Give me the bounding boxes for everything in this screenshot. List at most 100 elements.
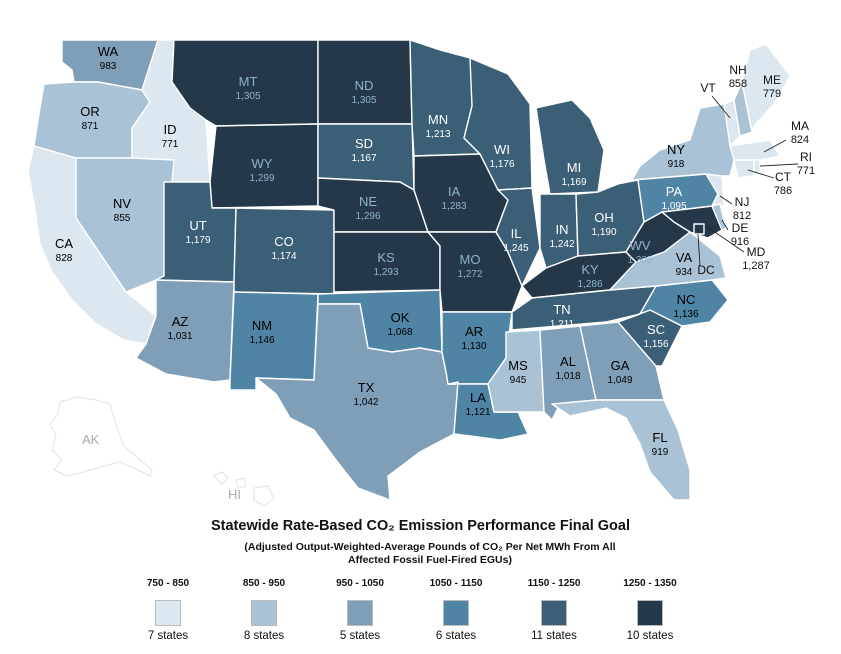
state-label-md: MD 1,287 bbox=[742, 245, 770, 272]
state-label-ks: KS 1,293 bbox=[373, 250, 398, 278]
state-abbr: AR bbox=[465, 324, 483, 339]
state-abbr: CT bbox=[775, 170, 792, 184]
state-abbr: MN bbox=[428, 112, 448, 127]
legend-range: 950 - 1050 bbox=[336, 578, 384, 589]
legend-range: 750 - 850 bbox=[146, 578, 190, 589]
leader-line-ct bbox=[747, 169, 775, 179]
state-abbr: PA bbox=[666, 184, 683, 199]
state-label-la: LA 1,121 bbox=[465, 390, 490, 418]
state-value: 828 bbox=[56, 253, 73, 264]
state-label-ct: CT 786 bbox=[774, 170, 792, 197]
alaska-outline bbox=[49, 396, 153, 477]
state-abbr: TX bbox=[358, 380, 375, 395]
state-value: 1,136 bbox=[673, 309, 698, 320]
state-label-wy: WY 1,299 bbox=[249, 156, 274, 184]
state-value: 1,130 bbox=[461, 341, 486, 352]
legend-swatch bbox=[637, 600, 663, 626]
legend-item: 1150 - 1250 11 states bbox=[514, 578, 594, 642]
state-abbr: KS bbox=[377, 250, 395, 265]
state-label-ri: RI 771 bbox=[797, 150, 815, 177]
state-abbr: OK bbox=[391, 310, 410, 325]
state-label-nj: NJ 812 bbox=[733, 195, 751, 222]
state-dc bbox=[693, 223, 705, 235]
state-value: 1,287 bbox=[742, 260, 770, 272]
state-abbr: GA bbox=[611, 358, 630, 373]
state-abbr: IA bbox=[448, 184, 461, 199]
state-label-vt: VT bbox=[700, 81, 716, 95]
state-value: 786 bbox=[774, 185, 792, 197]
state-label-me: ME 779 bbox=[763, 73, 781, 100]
state-value: 1,283 bbox=[441, 201, 466, 212]
state-abbr: CA bbox=[55, 236, 73, 251]
state-label-wa: WA 983 bbox=[98, 44, 119, 72]
state-label-ar: AR 1,130 bbox=[461, 324, 486, 352]
state-value: 945 bbox=[510, 375, 527, 386]
state-abbr: UT bbox=[189, 218, 206, 233]
legend-swatch bbox=[443, 600, 469, 626]
state-value: 916 bbox=[731, 236, 749, 248]
state-label-nh: NH 858 bbox=[729, 63, 747, 90]
state-abbr: WV bbox=[630, 238, 651, 253]
state-value: 1,174 bbox=[271, 251, 296, 262]
chart-title: Statewide Rate-Based CO₂ Emission Perfor… bbox=[210, 518, 630, 534]
state-abbr: NC bbox=[677, 292, 696, 307]
legend: 750 - 850 7 states 850 - 950 8 states 95… bbox=[128, 578, 688, 648]
state-abbr: NE bbox=[359, 194, 377, 209]
state-value: 771 bbox=[162, 139, 179, 150]
legend-item: 950 - 1050 5 states bbox=[320, 578, 400, 642]
state-value: 1,121 bbox=[465, 407, 490, 418]
subtitle-line-1: (Adjusted Output-Weighted-Average Pounds… bbox=[244, 541, 616, 553]
legend-count: 8 states bbox=[243, 630, 285, 642]
state-abbr: WY bbox=[252, 156, 273, 171]
state-abbr: TN bbox=[553, 302, 570, 317]
state-label-ia: IA 1,283 bbox=[441, 184, 466, 212]
legend-swatch bbox=[251, 600, 277, 626]
state-label-tn: TN 1,211 bbox=[550, 302, 575, 330]
state-label-ok: OK 1,068 bbox=[387, 310, 412, 338]
state-abbr: MA bbox=[791, 119, 809, 133]
legend-swatch bbox=[155, 600, 181, 626]
state-abbr: VA bbox=[676, 250, 693, 265]
state-value: 1,169 bbox=[561, 177, 586, 188]
state-abbr: WI bbox=[494, 142, 510, 157]
state-abbr: MO bbox=[460, 252, 481, 267]
state-label-ut: UT 1,179 bbox=[185, 218, 210, 246]
state-abbr: ID bbox=[164, 122, 177, 137]
leader-line-md bbox=[705, 225, 745, 253]
state-value: 812 bbox=[733, 210, 751, 222]
state-abbr: VT bbox=[700, 81, 716, 95]
leader-line-de bbox=[721, 219, 729, 231]
state-label-ne: NE 1,296 bbox=[355, 194, 380, 222]
state-abbr: NV bbox=[113, 196, 131, 211]
state-abbr: KY bbox=[581, 262, 599, 277]
alaska-label: AK bbox=[82, 432, 100, 447]
state-value: 1,299 bbox=[249, 173, 274, 184]
legend-item: 1250 - 1350 10 states bbox=[610, 578, 690, 642]
state-value: 1,245 bbox=[503, 243, 528, 254]
state-label-sc: SC 1,156 bbox=[643, 322, 668, 350]
legend-swatch bbox=[541, 600, 567, 626]
state-label-fl: FL 919 bbox=[652, 430, 669, 458]
state-ma bbox=[729, 139, 781, 161]
state-label-id: ID 771 bbox=[162, 122, 179, 150]
state-abbr: DC bbox=[697, 263, 715, 277]
legend-count: 10 states bbox=[626, 630, 674, 642]
state-label-mn: MN 1,213 bbox=[425, 112, 450, 140]
leader-line-ri bbox=[759, 163, 799, 167]
state-abbr: ME bbox=[763, 73, 781, 87]
state-label-wv: WV 1,305 bbox=[627, 238, 652, 266]
state-label-de: DE 916 bbox=[731, 221, 749, 248]
legend-range: 850 - 950 bbox=[242, 578, 286, 589]
state-ct bbox=[733, 159, 755, 179]
state-label-co: CO 1,174 bbox=[271, 234, 296, 262]
state-abbr: RI bbox=[800, 150, 812, 164]
state-me bbox=[741, 43, 791, 133]
state-value: 1,296 bbox=[355, 211, 380, 222]
legend-range: 1150 - 1250 bbox=[527, 578, 581, 589]
legend-count: 6 states bbox=[435, 630, 477, 642]
state-label-ny: NY 918 bbox=[667, 142, 685, 170]
state-abbr: NH bbox=[729, 63, 746, 77]
state-label-nv: NV 855 bbox=[113, 196, 131, 224]
state-value: 918 bbox=[668, 159, 685, 170]
state-label-mo: MO 1,272 bbox=[457, 252, 482, 280]
